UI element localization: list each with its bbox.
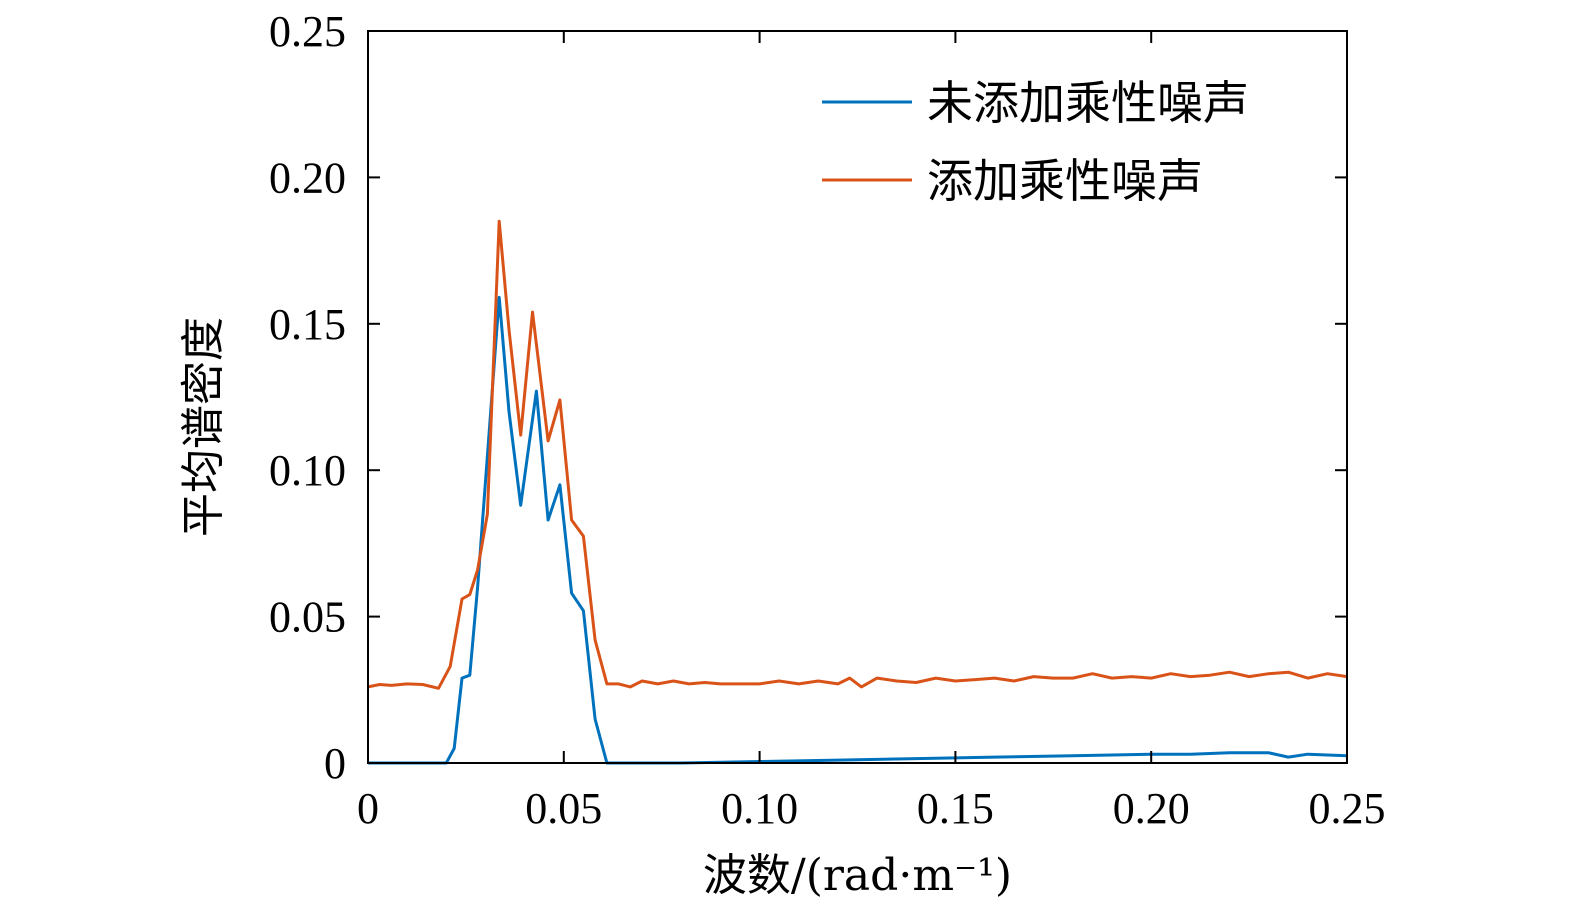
x-tick-label: 0.05 [525,784,602,833]
y-tick-label: 0.10 [269,446,346,495]
legend-label-modulated: 添加乘性噪声 [927,154,1203,208]
series-layer [367,219,1348,765]
x-tick-label: 0 [357,784,379,833]
x-tick-label: 0.15 [917,784,994,833]
tick-layer [367,30,1348,764]
legend-label-unmodulated: 未添加乘性噪声 [927,76,1249,130]
y-tick-label: 0.05 [269,593,346,642]
series-line-1 [367,219,1348,690]
x-tick-label: 0.10 [721,784,798,833]
plot-area [367,30,1348,765]
x-tick-label: 0.25 [1309,784,1386,833]
y-tick-label: 0.25 [269,7,346,56]
x-axis-title: 波数/(rad·m⁻¹) [703,850,1012,901]
y-tick-label: 0.15 [269,300,346,349]
y-axis-title: 平均谱密度 [178,317,229,537]
y-tick-labels: 0 0.05 0.10 0.15 0.20 0.25 [269,7,346,788]
x-tick-labels: 0 0.05 0.10 0.15 0.20 0.25 [357,784,1386,833]
legend: 未添加乘性噪声 添加乘性噪声 [822,76,1249,208]
y-tick-label: 0 [324,739,346,788]
plot-frame [367,30,1348,764]
series-line-0 [368,295,1348,765]
x-tick-label: 0.20 [1113,784,1190,833]
y-tick-label: 0.20 [269,153,346,202]
